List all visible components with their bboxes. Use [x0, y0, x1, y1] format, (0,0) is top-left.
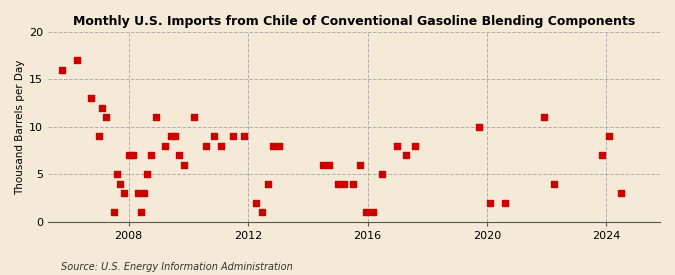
Point [616, 191, 626, 196]
Point [474, 125, 485, 129]
Point [151, 115, 161, 120]
Point [165, 134, 176, 139]
Point [189, 115, 200, 120]
Point [256, 210, 267, 214]
Point [347, 182, 358, 186]
Point [597, 153, 608, 158]
Point [169, 134, 180, 139]
Point [114, 182, 125, 186]
Point [262, 182, 273, 186]
Point [128, 153, 138, 158]
Point [392, 144, 403, 148]
Point [323, 163, 334, 167]
Point [71, 58, 82, 63]
Point [538, 115, 549, 120]
Point [109, 210, 119, 214]
Point [332, 182, 343, 186]
Point [56, 68, 67, 72]
Point [274, 144, 285, 148]
Point [138, 191, 149, 196]
Point [94, 134, 105, 139]
Point [485, 200, 495, 205]
Point [132, 191, 143, 196]
Point [119, 191, 130, 196]
Point [227, 134, 238, 139]
Point [97, 106, 107, 110]
Title: Monthly U.S. Imports from Chile of Conventional Gasoline Blending Components: Monthly U.S. Imports from Chile of Conve… [73, 15, 635, 28]
Point [549, 182, 560, 186]
Point [354, 163, 365, 167]
Point [146, 153, 157, 158]
Point [124, 153, 134, 158]
Point [159, 144, 170, 148]
Point [360, 210, 371, 214]
Point [111, 172, 122, 177]
Point [101, 115, 112, 120]
Point [250, 200, 261, 205]
Point [141, 172, 152, 177]
Point [174, 153, 185, 158]
Point [135, 210, 146, 214]
Point [401, 153, 412, 158]
Point [500, 200, 510, 205]
Point [604, 134, 615, 139]
Point [377, 172, 388, 177]
Point [209, 134, 219, 139]
Point [268, 144, 279, 148]
Point [338, 182, 349, 186]
Y-axis label: Thousand Barrels per Day: Thousand Barrels per Day [15, 59, 25, 194]
Point [368, 210, 379, 214]
Point [317, 163, 328, 167]
Point [238, 134, 249, 139]
Point [179, 163, 190, 167]
Point [410, 144, 421, 148]
Point [86, 96, 97, 101]
Point [201, 144, 212, 148]
Text: Source: U.S. Energy Information Administration: Source: U.S. Energy Information Administ… [61, 262, 292, 271]
Point [216, 144, 227, 148]
